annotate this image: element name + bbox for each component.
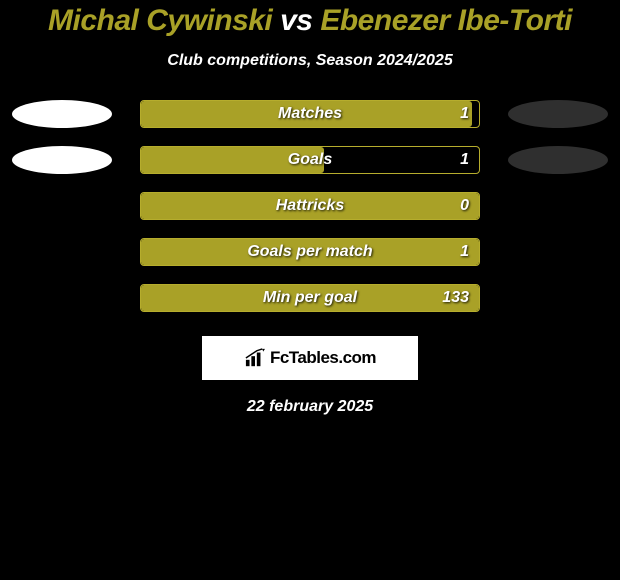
stat-bar-fill bbox=[141, 239, 479, 265]
player1-badge bbox=[12, 100, 112, 128]
stat-rows: Matches1 Goals1 Hattricks0 Goals per match1… bbox=[0, 100, 620, 312]
stat-row: Hattricks0 bbox=[0, 192, 620, 220]
stat-row: Matches1 bbox=[0, 100, 620, 128]
stat-bar: Min per goal133 bbox=[140, 284, 480, 312]
stat-bar-fill bbox=[141, 147, 324, 173]
stat-bar-fill bbox=[141, 193, 479, 219]
comparison-card: Michal Cywinski vs Ebenezer Ibe-Torti Cl… bbox=[0, 0, 620, 416]
player2-name: Ebenezer Ibe-Torti bbox=[320, 4, 572, 37]
stat-bar: Goals1 bbox=[140, 146, 480, 174]
player1-name: Michal Cywinski bbox=[48, 4, 272, 37]
stat-bar-fill bbox=[141, 101, 472, 127]
page-title: Michal Cywinski vs Ebenezer Ibe-Torti bbox=[48, 4, 572, 38]
date-text: 22 february 2025 bbox=[247, 398, 373, 416]
logo: FcTables.com bbox=[202, 336, 418, 380]
stat-bar: Hattricks0 bbox=[140, 192, 480, 220]
subtitle: Club competitions, Season 2024/2025 bbox=[167, 52, 452, 70]
stat-bar: Goals per match1 bbox=[140, 238, 480, 266]
stat-bar-fill bbox=[141, 285, 479, 311]
stat-row: Goals per match1 bbox=[0, 238, 620, 266]
stat-row: Goals1 bbox=[0, 146, 620, 174]
vs-text: vs bbox=[280, 4, 312, 37]
player2-badge bbox=[508, 146, 608, 174]
stat-value: 1 bbox=[460, 147, 469, 173]
stat-row: Min per goal133 bbox=[0, 284, 620, 312]
player1-badge bbox=[12, 146, 112, 174]
logo-text: FcTables.com bbox=[270, 348, 376, 368]
stat-bar: Matches1 bbox=[140, 100, 480, 128]
bar-chart-icon bbox=[244, 348, 266, 368]
player2-badge bbox=[508, 100, 608, 128]
